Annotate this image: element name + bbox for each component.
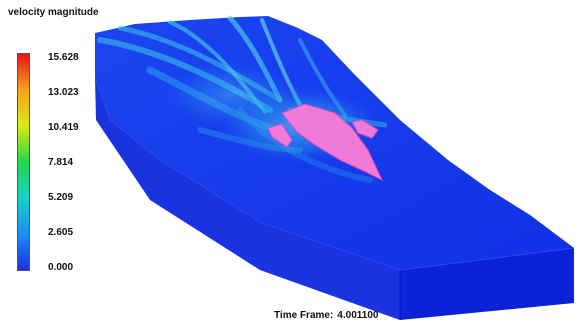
color-scale-bar: [17, 53, 30, 271]
legend-tick-label: 2.605: [48, 227, 74, 238]
immersed-body-right: [351, 119, 379, 139]
time-frame-label: Time Frame:: [274, 310, 334, 321]
time-frame-value: 4.001100: [337, 310, 379, 321]
domain-side-face: [95, 78, 400, 320]
legend-tick-label: 10.419: [48, 122, 79, 133]
legend-tick-label: 0.000: [48, 262, 74, 273]
legend-tick-label: 7.814: [48, 157, 74, 168]
domain-front-face: [400, 248, 574, 320]
wake-glow: [160, 60, 300, 130]
legend-tick-label: 15.628: [48, 52, 79, 63]
domain-edge: [399, 247, 575, 271]
time-frame-readout: Time Frame: 4.001100: [274, 310, 382, 321]
legend-title: velocity magnitude: [8, 7, 99, 18]
legend-tick-label: 5.209: [48, 192, 74, 203]
immersed-body-main: [281, 103, 384, 182]
immersed-body-left: [267, 123, 293, 148]
legend-tick-label: 13.023: [48, 87, 79, 98]
